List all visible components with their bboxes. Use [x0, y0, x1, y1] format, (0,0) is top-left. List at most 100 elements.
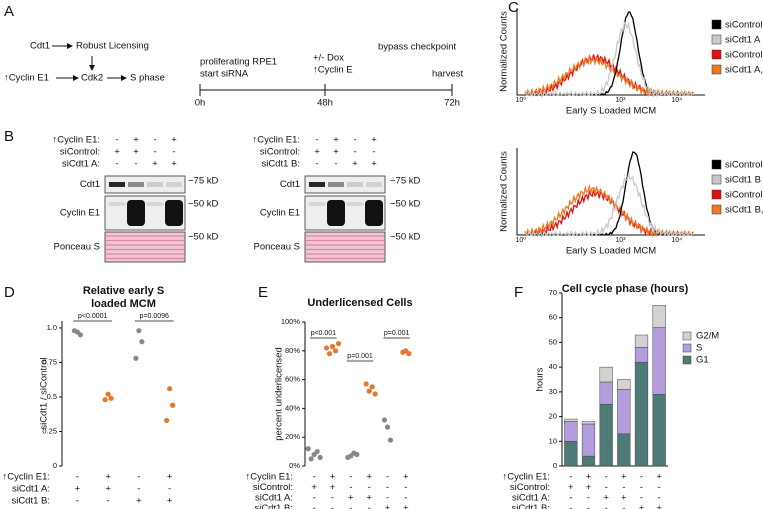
band: [147, 182, 163, 187]
band: [308, 202, 326, 206]
sign: +: [105, 484, 111, 495]
sign: +: [352, 159, 358, 170]
sign: -: [315, 159, 318, 170]
panel-label: A: [4, 3, 14, 20]
sign: -: [153, 147, 156, 158]
histogram-curve: [524, 173, 694, 237]
sign: +: [75, 484, 81, 495]
label: Robust Licensing: [76, 41, 149, 52]
x-tick-label: 10⁰: [515, 236, 526, 244]
sign: -: [353, 147, 356, 158]
sign: -: [313, 503, 316, 509]
sign: -: [569, 493, 572, 504]
dot: [167, 386, 173, 392]
condition-label: siCdt1 A:: [255, 493, 293, 504]
dot: [102, 397, 108, 403]
x-axis-label: Early S Loaded MCM: [566, 246, 656, 257]
marker-label: −50 kD: [188, 232, 219, 243]
legend-label: siCdt1 B: [725, 175, 761, 186]
time-label: 72h: [444, 98, 460, 109]
chart-title: Relative early S: [83, 285, 164, 297]
sign: -: [153, 135, 156, 146]
dot: [366, 388, 372, 394]
band: [365, 200, 383, 226]
legend-swatch: [711, 64, 722, 75]
condition-label: siCdt1 A:: [512, 493, 550, 504]
label: Cdt1: [30, 41, 50, 52]
legend-swatch: [682, 331, 692, 341]
label: ↑Cyclin E1: [4, 73, 49, 84]
sign: -: [137, 484, 140, 495]
dot: [384, 424, 391, 430]
dot: [105, 391, 111, 397]
legend-label: siControl: [725, 20, 763, 31]
histogram-curve: [524, 20, 694, 97]
legend-swatch: [711, 189, 722, 200]
sign: +: [133, 147, 139, 158]
bar-segment: [564, 421, 578, 442]
y-tick-label: 0.75: [42, 357, 57, 366]
bar-segment: [581, 455, 596, 467]
sign: +: [333, 135, 339, 146]
chart-title: loaded MCM: [91, 298, 156, 310]
legend-swatch: [711, 204, 722, 215]
sign: -: [587, 503, 590, 509]
sign: +: [348, 493, 354, 504]
panel-label: B: [4, 128, 14, 145]
band: [108, 202, 126, 206]
legend-label: siCdt1 A, ↑Cyclin E1: [725, 65, 763, 76]
legend-label: G2/M: [696, 331, 719, 342]
blot-box: [304, 231, 386, 263]
sign: +: [311, 482, 317, 493]
sign: +: [403, 472, 409, 483]
schematic: [52, 43, 453, 96]
bar-segment: [617, 379, 631, 390]
band: [309, 182, 325, 187]
y-tick-label: 70: [549, 288, 557, 297]
sign: +: [656, 472, 662, 483]
sign: +: [656, 503, 662, 509]
y-tick-label: 0.25: [42, 426, 57, 435]
sign: -: [349, 482, 352, 493]
marker-label: −75 kD: [188, 176, 219, 187]
sign: -: [372, 147, 375, 158]
dot: [406, 351, 412, 357]
row-label: siCdt1 A:: [62, 159, 100, 170]
bar-segment: [634, 334, 649, 348]
sign: +: [330, 482, 336, 493]
dot: [305, 446, 311, 452]
x-tick-label: 10³: [615, 97, 626, 104]
sign: +: [586, 482, 592, 493]
sign: -: [658, 482, 661, 493]
sign: +: [366, 493, 372, 504]
sign: +: [133, 135, 139, 146]
dot: [323, 345, 330, 351]
band: [146, 202, 164, 206]
dot: [108, 395, 114, 401]
legend-swatch: [711, 34, 722, 45]
marker-label: −75 kD: [390, 176, 421, 187]
sign: -: [386, 472, 389, 483]
legend-swatch: [711, 49, 722, 60]
band: [347, 182, 363, 187]
label: bypass checkpoint: [378, 42, 457, 53]
legend-swatch: [682, 343, 692, 353]
sign: -: [76, 496, 79, 507]
sign: +: [403, 503, 409, 509]
condition-label: siControl:: [510, 482, 550, 493]
y-axis-label: hours: [535, 367, 546, 391]
condition-label: siCdt1 B:: [511, 503, 550, 509]
chart-title: Underlicensed Cells: [307, 297, 412, 309]
sign: +: [105, 472, 111, 483]
sign: +: [330, 472, 336, 483]
band: [127, 200, 145, 226]
dot: [136, 328, 142, 334]
legend-swatch: [711, 19, 722, 30]
band-label: Cyclin E1: [60, 208, 100, 219]
sign: +: [171, 135, 177, 146]
time-label: 0h: [195, 98, 206, 109]
y-tick-label: 0.5: [47, 392, 57, 401]
legend-label: siCdt1 A: [725, 35, 761, 46]
sign: -: [640, 482, 643, 493]
sign: +: [603, 493, 609, 504]
